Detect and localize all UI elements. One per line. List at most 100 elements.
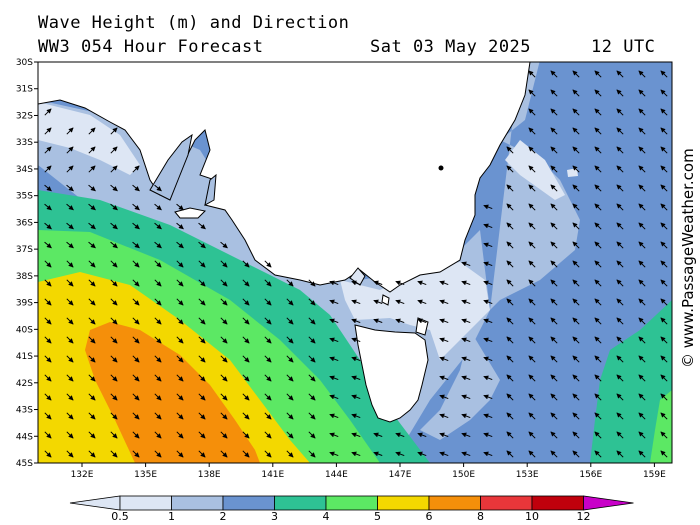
direction-arrow [616, 70, 624, 78]
direction-arrow [572, 184, 580, 192]
direction-arrow [660, 450, 668, 458]
direction-arrow [44, 127, 52, 135]
lon-label: 153E [516, 470, 539, 480]
direction-arrow [44, 374, 52, 382]
direction-arrow [88, 279, 96, 287]
direction-arrow [528, 393, 536, 401]
direction-arrow [264, 431, 272, 439]
direction-arrow [616, 203, 624, 211]
direction-arrow [264, 317, 272, 325]
direction-arrow [88, 222, 96, 230]
land-tasmania [354, 324, 429, 423]
map-frame [37, 61, 673, 464]
direction-arrow [242, 355, 250, 363]
legend-label: 8 [477, 510, 484, 523]
direction-arrow [461, 318, 471, 324]
direction-arrow [44, 222, 52, 230]
direction-arrow [572, 317, 580, 325]
direction-arrow [483, 451, 493, 457]
direction-arrow [506, 431, 514, 439]
direction-arrow [506, 260, 514, 268]
direction-arrow [351, 280, 361, 286]
direction-arrow [439, 337, 449, 343]
direction-arrow [198, 355, 206, 363]
direction-arrow [308, 412, 316, 420]
direction-arrow [198, 336, 206, 344]
direction-arrow [594, 222, 602, 230]
direction-arrow [176, 431, 184, 439]
direction-arrow [550, 450, 558, 458]
direction-arrow [351, 413, 361, 419]
direction-arrow [506, 412, 514, 420]
direction-arrow [154, 336, 162, 344]
lat-label: 42S [16, 379, 33, 389]
direction-arrow [594, 127, 602, 135]
direction-arrow [154, 393, 162, 401]
direction-arrow [594, 260, 602, 268]
direction-arrow [88, 317, 96, 325]
direction-arrow [616, 89, 624, 97]
direction-arrow [66, 298, 74, 306]
direction-arrow [88, 127, 96, 135]
direction-arrow [439, 299, 449, 305]
direction-arrow [550, 317, 558, 325]
direction-arrow [594, 450, 602, 458]
direction-arrow [660, 412, 668, 420]
direction-arrow [66, 355, 74, 363]
direction-arrow [528, 431, 536, 439]
direction-arrow [264, 279, 272, 287]
direction-arrow [351, 432, 361, 438]
direction-arrow [528, 241, 536, 249]
direction-arrow [286, 393, 294, 401]
legend-label: 2 [220, 510, 227, 523]
color-legend: 0.5 1 2 3 4 5 6 8 10 12 [69, 495, 634, 523]
direction-arrow [176, 298, 184, 306]
direction-arrow [572, 165, 580, 173]
direction-arrow [66, 222, 74, 230]
direction-arrow [110, 317, 118, 325]
direction-arrow [439, 356, 449, 362]
direction-arrow [550, 108, 558, 116]
lat-label: 32S [16, 111, 33, 121]
direction-arrow [439, 413, 449, 419]
direction-arrow [638, 298, 646, 306]
direction-arrow [44, 298, 52, 306]
direction-arrow [638, 317, 646, 325]
lat-label: 31S [16, 85, 33, 95]
direction-arrow [395, 299, 405, 305]
direction-arrow [154, 241, 162, 249]
direction-arrow [594, 374, 602, 382]
direction-arrow [110, 279, 118, 287]
direction-arrow [528, 89, 536, 97]
direction-arrow [66, 374, 74, 382]
direction-arrow [461, 299, 471, 305]
direction-arrow [594, 412, 602, 420]
direction-arrow [66, 450, 74, 458]
direction-arrow [572, 89, 580, 97]
direction-arrow [638, 89, 646, 97]
direction-arrow [616, 374, 624, 382]
direction-arrow [176, 393, 184, 401]
direction-arrow [110, 336, 118, 344]
direction-arrow [594, 355, 602, 363]
direction-arrow [286, 355, 294, 363]
direction-arrow [88, 374, 96, 382]
direction-arrow [198, 298, 206, 306]
direction-arrow [594, 279, 602, 287]
direction-arrow [110, 298, 118, 306]
direction-arrow [110, 241, 118, 249]
direction-arrow [660, 260, 668, 268]
direction-arrow [550, 374, 558, 382]
direction-arrow [264, 393, 272, 401]
direction-arrow [154, 298, 162, 306]
direction-arrow [329, 299, 339, 305]
direction-arrow [66, 336, 74, 344]
direction-arrow [660, 279, 668, 287]
direction-arrow [66, 127, 74, 135]
lat-label: 41S [16, 352, 33, 362]
direction-arrow [44, 241, 52, 249]
direction-arrow [638, 450, 646, 458]
direction-arrow [88, 184, 96, 192]
legend-tip-left [69, 495, 121, 511]
